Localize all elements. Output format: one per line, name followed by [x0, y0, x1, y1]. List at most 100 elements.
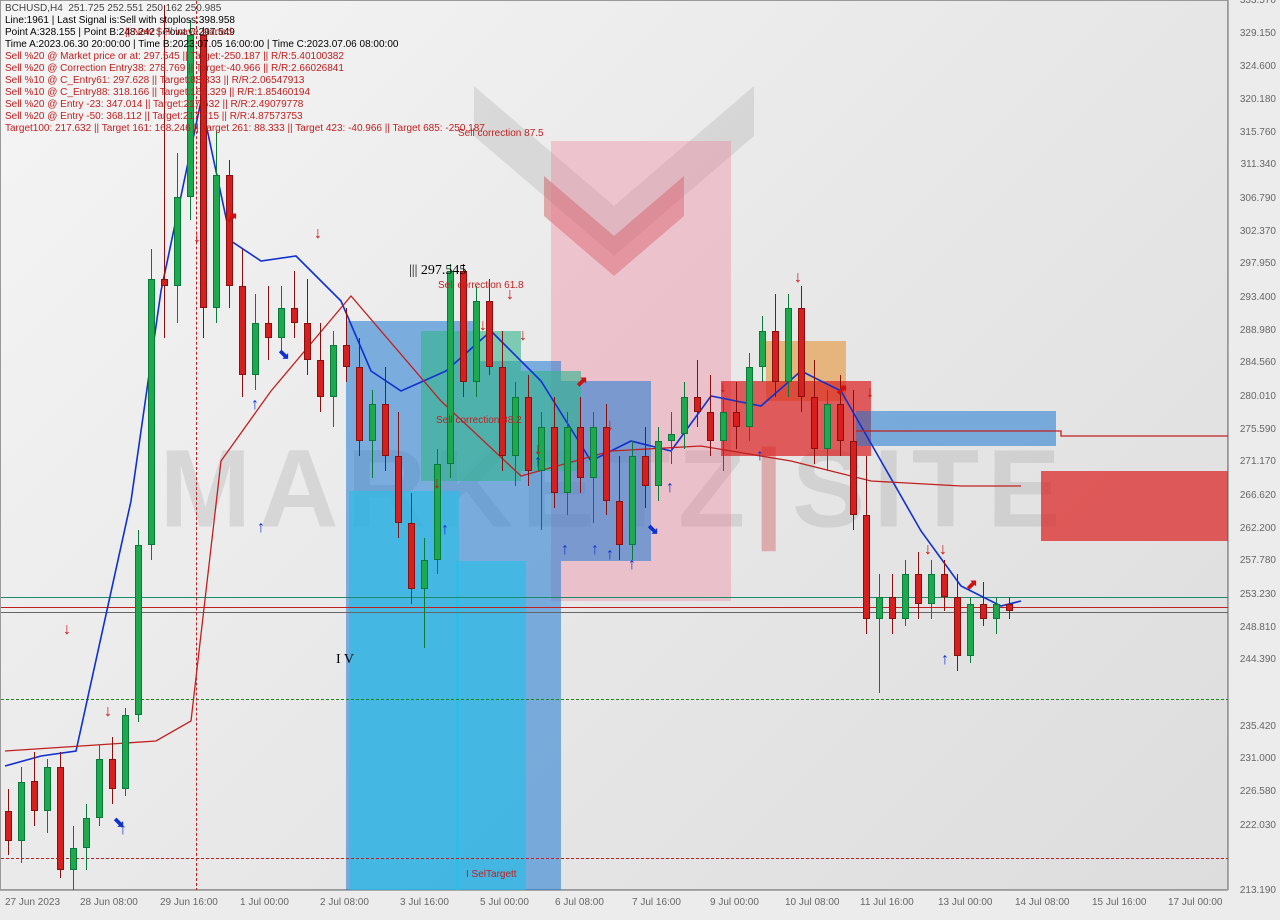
info-line: Target100: 217.632 || Target 161: 168.24…	[5, 123, 485, 135]
candle	[772, 294, 779, 398]
signal-arrow: ↑	[756, 447, 764, 465]
candle	[954, 574, 961, 670]
candle	[746, 353, 753, 442]
yaxis-tick: 271.170	[1240, 456, 1276, 467]
candle	[694, 360, 701, 427]
signal-arrow: ⬈	[226, 209, 238, 226]
candle	[720, 397, 727, 471]
candle	[915, 552, 922, 619]
signal-arrow: ↓	[606, 417, 614, 435]
candle	[434, 449, 441, 575]
xaxis-tick: 6 Jul 08:00	[555, 897, 604, 908]
xaxis-tick: 3 Jul 16:00	[400, 897, 449, 908]
xaxis-tick: 14 Jul 08:00	[1015, 897, 1070, 908]
signal-arrow: ↓	[794, 269, 802, 287]
signal-arrow: ↓	[866, 384, 874, 402]
signal-arrow: ↓	[519, 327, 527, 345]
horizontal-line	[1, 607, 1229, 608]
candle	[798, 286, 805, 412]
candle	[252, 294, 259, 390]
xaxis-tick: 1 Jul 00:00	[240, 897, 289, 908]
candle	[525, 375, 532, 486]
candle	[83, 804, 90, 871]
candle	[980, 582, 987, 626]
candle	[941, 560, 948, 612]
candle	[122, 708, 129, 797]
candle	[811, 360, 818, 464]
yaxis-tick: 248.810	[1240, 622, 1276, 633]
candle	[759, 316, 766, 383]
yaxis-tick: 222.030	[1240, 820, 1276, 831]
candle	[785, 294, 792, 398]
candle	[668, 412, 675, 464]
info-line: Time A:2023.06.30 20:00:00 | Time B:2023…	[5, 39, 485, 51]
candle	[265, 286, 272, 360]
yaxis-tick: 284.560	[1240, 357, 1276, 368]
signal-arrow: ↑	[441, 521, 449, 539]
yaxis-tick: 324.600	[1240, 61, 1276, 72]
candle	[629, 441, 636, 559]
candle	[135, 530, 142, 722]
signal-arrow: ⬈	[966, 576, 978, 593]
candle	[876, 574, 883, 692]
candle	[174, 153, 181, 323]
signal-arrow: ↑	[666, 479, 674, 497]
candle	[967, 597, 974, 664]
info-line: Line:1961 | Last Signal is:Sell with sto…	[5, 15, 485, 27]
candle	[57, 752, 64, 878]
info-line: || New Sell wave started	[125, 27, 232, 39]
candle	[291, 271, 298, 338]
yaxis-tick: 231.000	[1240, 753, 1276, 764]
candle	[681, 382, 688, 449]
xaxis-tick: 29 Jun 16:00	[160, 897, 218, 908]
candle	[31, 752, 38, 826]
ohlc-label: 251.725 252.551 250.162 250.985	[68, 3, 221, 14]
candle	[239, 249, 246, 397]
signal-arrow: ↓	[193, 229, 201, 247]
candle	[928, 560, 935, 619]
xaxis-tick: 11 Jul 16:00	[860, 897, 914, 908]
candle	[564, 412, 571, 516]
candle	[902, 560, 909, 627]
candle	[70, 826, 77, 893]
signal-arrow: ↑	[534, 453, 542, 471]
signal-arrow: ↓	[314, 225, 322, 243]
candle	[96, 745, 103, 826]
candle	[993, 597, 1000, 634]
yaxis-tick: 320.180	[1240, 94, 1276, 105]
candle	[473, 286, 480, 397]
info-line: Sell %20 @ Correction Entry38: 278.769 |…	[5, 63, 485, 75]
xaxis-tick: 7 Jul 16:00	[632, 897, 681, 908]
chart-annotation: I V	[336, 652, 354, 668]
yaxis-tick: 257.780	[1240, 555, 1276, 566]
candle	[304, 279, 311, 375]
candle	[1006, 597, 1013, 619]
signal-arrow: ↑	[561, 541, 569, 559]
candle	[343, 308, 350, 382]
chart-area[interactable]: MARKETZ|SITE ↓↓⬊↑⬈↓↑↑⬊↓↓↑↓↓↓↓↑↑⬈↑↓↑↑⬊↑↓↑…	[0, 0, 1228, 890]
candle	[317, 323, 324, 412]
candle	[512, 382, 519, 486]
candle	[824, 390, 831, 471]
candle	[486, 279, 493, 375]
signal-arrow: ↓	[719, 379, 727, 397]
candle	[642, 427, 649, 508]
candle	[109, 737, 116, 804]
candle	[330, 331, 337, 427]
yaxis-tick: 311.340	[1241, 159, 1276, 170]
horizontal-line	[1, 597, 1229, 598]
candle	[863, 456, 870, 633]
xaxis-tick: 17 Jul 00:00	[1168, 897, 1223, 908]
candle	[707, 375, 714, 456]
signal-arrow: ↓	[924, 541, 932, 559]
yaxis-tick: 288.980	[1240, 325, 1276, 336]
candle	[148, 249, 155, 560]
xaxis-tick: 9 Jul 00:00	[710, 897, 759, 908]
signal-arrow: ↑	[591, 541, 599, 559]
signal-arrow: ⬊	[647, 521, 659, 538]
horizontal-line	[1, 612, 1229, 613]
yaxis-tick: 226.580	[1240, 786, 1276, 797]
xaxis-tick: 15 Jul 16:00	[1092, 897, 1147, 908]
yaxis-tick: 266.620	[1240, 490, 1276, 501]
xaxis-tick: 10 Jul 08:00	[785, 897, 840, 908]
